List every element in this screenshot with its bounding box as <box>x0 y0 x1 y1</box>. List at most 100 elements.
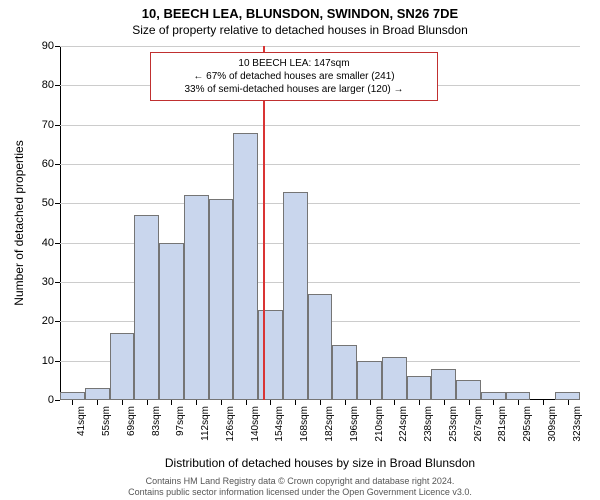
y-tick-label: 20 <box>42 315 54 327</box>
x-tick-mark <box>72 400 73 405</box>
x-tick-label: 210sqm <box>374 406 385 442</box>
histogram-bar <box>110 333 135 400</box>
x-tick-mark <box>518 400 519 405</box>
histogram-bar <box>60 392 85 400</box>
plot-area: 010203040506070809041sqm55sqm69sqm83sqm9… <box>60 46 580 400</box>
x-tick-mark <box>147 400 148 405</box>
y-tick-label: 10 <box>42 355 54 367</box>
grid-line <box>60 46 580 47</box>
x-tick-label: 224sqm <box>398 406 409 442</box>
x-tick-label: 323sqm <box>572 406 583 442</box>
histogram-bar <box>258 310 283 400</box>
x-tick-label: 267sqm <box>473 406 484 442</box>
x-tick-mark <box>171 400 172 405</box>
y-tick-label: 70 <box>42 119 54 131</box>
footer-line-2: Contains public sector information licen… <box>0 487 600 498</box>
footer: Contains HM Land Registry data © Crown c… <box>0 476 600 498</box>
histogram-bar <box>332 345 357 400</box>
histogram-bar <box>159 243 184 400</box>
x-tick-label: 295sqm <box>522 406 533 442</box>
histogram-bar <box>407 376 432 400</box>
x-tick-mark <box>97 400 98 405</box>
x-tick-label: 69sqm <box>126 406 137 436</box>
x-tick-label: 238sqm <box>423 406 434 442</box>
x-tick-mark <box>493 400 494 405</box>
y-tick-label: 30 <box>42 276 54 288</box>
x-tick-mark <box>246 400 247 405</box>
y-tick-label: 50 <box>42 197 54 209</box>
histogram-bar <box>134 215 159 400</box>
histogram-bar <box>233 133 258 400</box>
x-tick-label: 83sqm <box>151 406 162 436</box>
annotation-line: 10 BEECH LEA: 147sqm <box>159 57 429 70</box>
x-tick-label: 112sqm <box>200 406 211 441</box>
x-tick-label: 253sqm <box>448 406 459 442</box>
annotation-line: ← 67% of detached houses are smaller (24… <box>159 70 429 83</box>
histogram-bar <box>184 195 209 400</box>
x-tick-label: 41sqm <box>76 406 87 436</box>
annotation-line: 33% of semi-detached houses are larger (… <box>159 83 429 96</box>
x-tick-mark <box>122 400 123 405</box>
y-tick-mark <box>55 164 60 165</box>
x-tick-mark <box>469 400 470 405</box>
x-tick-mark <box>320 400 321 405</box>
histogram-bar <box>506 392 531 400</box>
histogram-bar <box>85 388 110 400</box>
x-tick-mark <box>196 400 197 405</box>
x-tick-mark <box>295 400 296 405</box>
y-tick-mark <box>55 282 60 283</box>
x-tick-label: 140sqm <box>250 406 261 442</box>
y-tick-mark <box>55 85 60 86</box>
histogram-bar <box>357 361 382 400</box>
x-tick-mark <box>444 400 445 405</box>
y-tick-label: 40 <box>42 237 54 249</box>
x-axis-title: Distribution of detached houses by size … <box>60 456 580 470</box>
x-tick-label: 196sqm <box>349 406 360 442</box>
y-tick-label: 80 <box>42 79 54 91</box>
x-tick-label: 97sqm <box>175 406 186 436</box>
y-tick-mark <box>55 125 60 126</box>
chart-container: 10, BEECH LEA, BLUNSDON, SWINDON, SN26 7… <box>0 0 600 500</box>
grid-line <box>60 203 580 204</box>
x-tick-mark <box>394 400 395 405</box>
histogram-bar <box>382 357 407 400</box>
x-tick-label: 126sqm <box>225 406 236 442</box>
y-tick-label: 90 <box>42 40 54 52</box>
x-tick-label: 281sqm <box>497 406 508 442</box>
x-tick-label: 55sqm <box>101 406 112 436</box>
x-tick-label: 168sqm <box>299 406 310 442</box>
x-tick-mark <box>221 400 222 405</box>
x-tick-mark <box>370 400 371 405</box>
y-axis-title: Number of detached properties <box>12 140 26 305</box>
histogram-bar <box>456 380 481 400</box>
x-tick-mark <box>270 400 271 405</box>
annotation-box: 10 BEECH LEA: 147sqm← 67% of detached ho… <box>150 52 438 101</box>
x-tick-mark <box>568 400 569 405</box>
y-tick-mark <box>55 46 60 47</box>
y-tick-mark <box>55 361 60 362</box>
x-tick-mark <box>345 400 346 405</box>
y-tick-mark <box>55 243 60 244</box>
y-tick-mark <box>55 203 60 204</box>
histogram-bar <box>209 199 234 400</box>
x-tick-label: 309sqm <box>547 406 558 442</box>
page-subtitle: Size of property relative to detached ho… <box>0 21 600 37</box>
x-tick-label: 182sqm <box>324 406 335 442</box>
footer-line-1: Contains HM Land Registry data © Crown c… <box>0 476 600 487</box>
page-title: 10, BEECH LEA, BLUNSDON, SWINDON, SN26 7… <box>0 0 600 21</box>
y-tick-mark <box>55 321 60 322</box>
histogram-bar <box>283 192 308 400</box>
y-tick-label: 60 <box>42 158 54 170</box>
grid-line <box>60 164 580 165</box>
x-tick-mark <box>543 400 544 405</box>
histogram-bar <box>308 294 333 400</box>
x-tick-label: 154sqm <box>274 406 285 442</box>
y-axis-line <box>60 46 61 400</box>
histogram-bar <box>481 392 506 400</box>
histogram-bar <box>555 392 580 400</box>
x-tick-mark <box>419 400 420 405</box>
y-tick-mark <box>55 400 60 401</box>
grid-line <box>60 125 580 126</box>
y-tick-label: 0 <box>48 394 54 406</box>
histogram-bar <box>431 369 456 400</box>
